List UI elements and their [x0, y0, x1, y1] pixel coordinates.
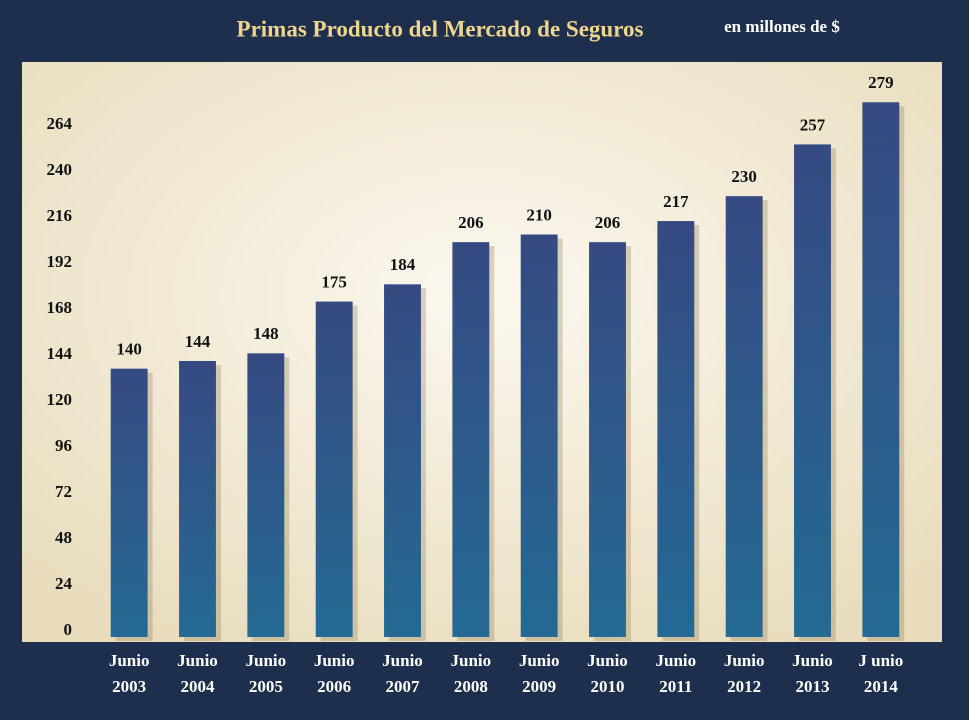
- x-tick-label: 2004: [181, 677, 216, 696]
- y-tick-label: 120: [47, 390, 73, 409]
- value-label: 148: [253, 324, 279, 343]
- bar: [384, 284, 421, 637]
- y-tick-label: 192: [47, 252, 73, 271]
- y-tick-label: 144: [47, 344, 73, 363]
- value-label: 144: [185, 332, 211, 351]
- chart-title: Primas Producto del Mercado de Seguros: [237, 16, 644, 41]
- chart-subtitle: en millones de $: [724, 17, 840, 36]
- x-tick-label: 2008: [454, 677, 488, 696]
- x-tick-label: Junio: [246, 651, 287, 670]
- x-tick-label: 2009: [522, 677, 556, 696]
- bar: [862, 102, 900, 637]
- x-tick-label: Junio: [792, 651, 833, 670]
- x-tick-label: 2011: [659, 677, 692, 696]
- x-tick-label: Junio: [177, 651, 218, 670]
- value-label: 217: [663, 192, 689, 211]
- value-label: 257: [800, 115, 826, 134]
- y-tick-label: 24: [55, 574, 73, 593]
- x-tick-label: 2005: [249, 677, 283, 696]
- value-label: 140: [116, 340, 142, 359]
- value-label: 206: [595, 213, 621, 232]
- x-tick-label: Junio: [519, 651, 560, 670]
- bar: [247, 353, 285, 637]
- x-tick-label: J unio: [858, 651, 903, 670]
- x-tick-label: 2013: [796, 677, 830, 696]
- bar: [589, 242, 626, 637]
- bar: [452, 242, 490, 637]
- y-tick-label: 168: [47, 298, 73, 317]
- y-tick-label: 264: [47, 114, 73, 133]
- value-label: 210: [526, 205, 552, 224]
- value-label: 279: [868, 73, 894, 92]
- x-tick-label: Junio: [314, 651, 355, 670]
- y-tick-label: 240: [47, 160, 73, 179]
- bar: [110, 368, 148, 637]
- bar: [725, 196, 763, 637]
- y-tick-label: 0: [64, 620, 73, 639]
- bar: [794, 144, 831, 637]
- x-tick-label: 2014: [864, 677, 899, 696]
- x-tick-label: Junio: [451, 651, 492, 670]
- y-tick-label: 72: [55, 482, 72, 501]
- value-label: 206: [458, 213, 484, 232]
- bar: [520, 234, 558, 637]
- x-tick-label: Junio: [656, 651, 697, 670]
- x-tick-label: 2010: [591, 677, 625, 696]
- x-tick-label: 2012: [727, 677, 761, 696]
- y-tick-label: 216: [47, 206, 73, 225]
- value-label: 184: [390, 255, 416, 274]
- x-tick-label: 2007: [386, 677, 421, 696]
- y-tick-label: 48: [55, 528, 72, 547]
- x-tick-label: 2003: [112, 677, 146, 696]
- bar: [179, 361, 216, 637]
- value-label: 230: [731, 167, 757, 186]
- bar: [315, 301, 353, 637]
- y-tick-label: 96: [55, 436, 72, 455]
- value-label: 175: [321, 272, 347, 291]
- x-tick-label: Junio: [587, 651, 628, 670]
- x-tick-label: Junio: [109, 651, 150, 670]
- x-tick-label: 2006: [317, 677, 351, 696]
- x-tick-label: Junio: [382, 651, 423, 670]
- bar: [657, 221, 695, 638]
- x-tick-label: Junio: [724, 651, 765, 670]
